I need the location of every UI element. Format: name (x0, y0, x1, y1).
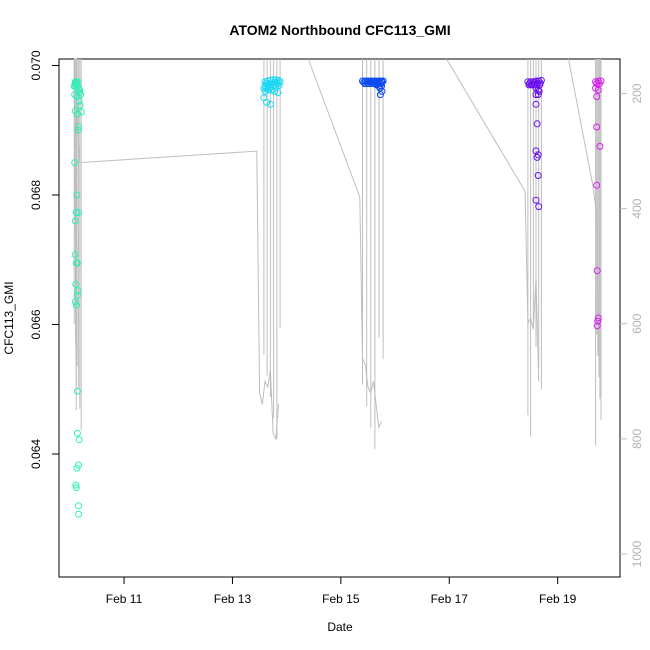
data-point (534, 91, 542, 99)
x-tick-label: Feb 15 (322, 592, 360, 606)
data-point (595, 80, 603, 88)
y-tick-label: 0.070 (29, 50, 43, 80)
data-point (75, 502, 82, 510)
data-point (534, 172, 542, 179)
x-tick-label: Feb 11 (106, 592, 143, 606)
data-point (75, 510, 82, 518)
data-point (532, 147, 540, 155)
pressure-profile-line (568, 58, 599, 353)
x-axis: Feb 11 Feb 13 Feb 15 Feb 17 Feb 19 (106, 576, 577, 606)
data-point (275, 76, 282, 84)
data-point (71, 217, 79, 225)
data-point (596, 142, 604, 150)
data-point (593, 181, 601, 189)
data-point (71, 298, 79, 306)
data-point (72, 484, 80, 492)
data-point (264, 86, 272, 94)
data-point (72, 259, 80, 267)
y-axis-right: 200 400 600 800 1000 (620, 83, 644, 567)
data-point (72, 481, 80, 489)
y2-tick-label: 800 (630, 429, 644, 449)
y-tick-label: 0.068 (29, 180, 43, 210)
data-point (533, 153, 541, 161)
data-point (274, 89, 282, 97)
data-point (75, 97, 83, 105)
data-point (594, 86, 602, 94)
data-point (73, 110, 81, 118)
data-point (72, 209, 80, 216)
data-point (376, 91, 384, 99)
x-tick-label: Feb 17 (431, 592, 469, 606)
data-point (73, 464, 81, 472)
data-point (73, 387, 81, 395)
data-point (75, 209, 82, 216)
y2-tick-label: 600 (630, 313, 644, 333)
data-point (266, 100, 274, 108)
data-point (71, 91, 79, 99)
data-point (73, 291, 81, 299)
data-point (378, 82, 385, 90)
y2-tick-label: 1000 (630, 540, 644, 567)
data-point (76, 102, 84, 110)
data-point (73, 191, 81, 199)
data-point (532, 100, 540, 108)
x-tick-label: Feb 13 (214, 592, 252, 606)
data-point (533, 81, 541, 89)
data-point (593, 322, 601, 330)
y-tick-label: 0.066 (29, 309, 43, 339)
data-point (71, 251, 79, 258)
data-point (76, 86, 84, 94)
y-axis-label: CFC113_GMI (2, 281, 16, 354)
y-axis-left: 0.064 0.066 0.068 0.070 (29, 50, 59, 469)
data-point (594, 317, 602, 325)
x-tick-label: Feb 19 (539, 592, 577, 606)
data-point (71, 159, 79, 167)
data-point (74, 287, 82, 295)
data-point (75, 436, 83, 444)
data-point (261, 87, 269, 95)
data-point (72, 301, 80, 309)
pressure-profile-lines (73, 58, 602, 449)
data-point (593, 80, 601, 88)
data-point (275, 82, 283, 89)
data-point (268, 86, 275, 94)
data-point (593, 93, 601, 101)
data-point (276, 78, 284, 86)
data-point (593, 267, 601, 275)
data-point (271, 87, 279, 95)
data-point (73, 429, 81, 437)
chart-title: ATOM2 Northbound CFC113_GMI (229, 22, 450, 38)
data-point (366, 78, 374, 86)
y2-tick-label: 400 (630, 198, 644, 218)
data-point (594, 314, 602, 322)
pressure-profile-line (307, 58, 382, 430)
data-point (75, 123, 82, 131)
data-point (533, 120, 541, 128)
y2-tick-label: 200 (630, 83, 644, 103)
data-point (272, 82, 280, 90)
y-tick-label: 0.064 (29, 439, 43, 469)
data-point (74, 126, 82, 134)
data-point (72, 280, 80, 288)
data-point (532, 91, 540, 99)
x-axis-label: Date (327, 620, 353, 634)
pressure-profile-line (79, 150, 279, 441)
data-point (532, 196, 540, 204)
data-point (593, 123, 601, 131)
data-points (70, 76, 605, 518)
data-point (535, 203, 543, 211)
pressure-profile-line (446, 58, 540, 382)
data-point (263, 98, 271, 106)
